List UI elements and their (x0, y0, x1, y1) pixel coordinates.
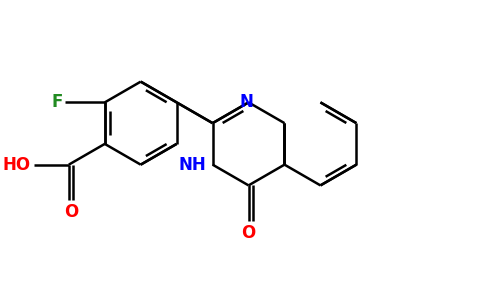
Text: N: N (239, 93, 253, 111)
Text: NH: NH (179, 156, 207, 174)
Text: O: O (64, 203, 78, 221)
Text: HO: HO (3, 156, 31, 174)
Text: F: F (51, 93, 63, 111)
Text: O: O (242, 224, 256, 242)
